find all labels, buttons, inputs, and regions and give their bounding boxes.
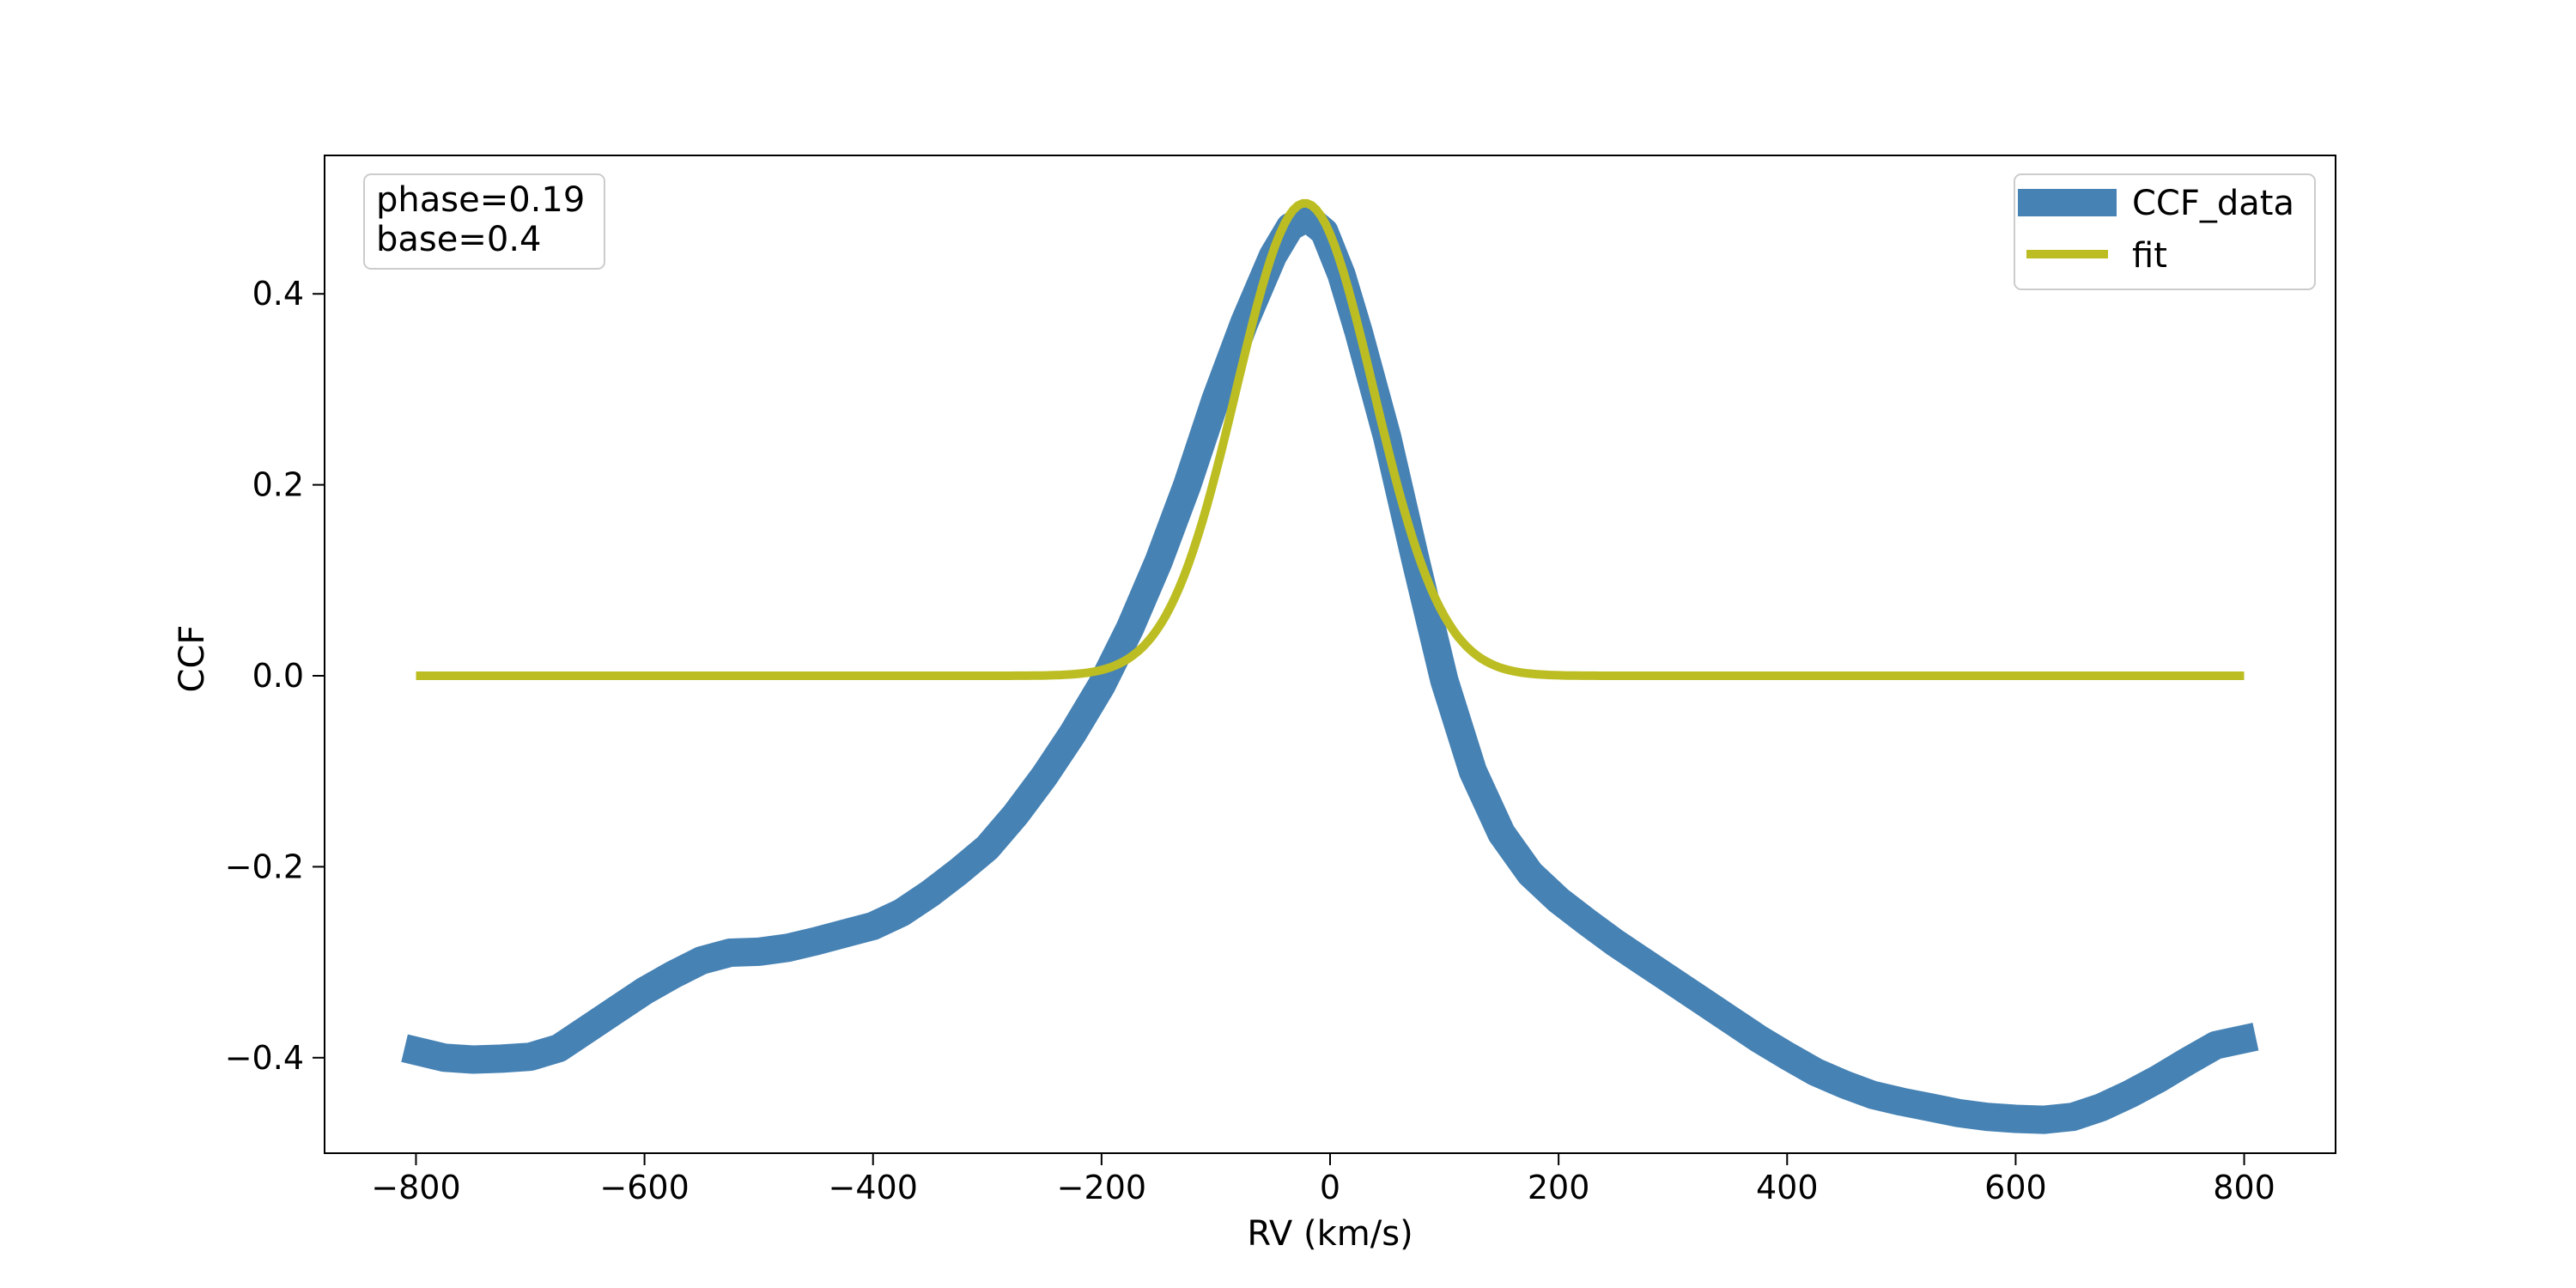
y-tick-label: −0.2 xyxy=(225,848,304,885)
x-tick-label: 800 xyxy=(2213,1169,2275,1206)
x-tick-label: −200 xyxy=(1057,1169,1146,1206)
y-tick-label: 0.0 xyxy=(252,657,304,695)
legend-label-ccf-data: CCF_data xyxy=(2132,184,2294,223)
y-tick-label: −0.4 xyxy=(225,1039,304,1077)
y-tick-label: 0.4 xyxy=(252,275,304,313)
x-axis-ticks: −800 −600 −400 −200 0 200 400 600 800 xyxy=(371,1153,2275,1206)
annotation-base-text: base=0.4 xyxy=(376,220,541,259)
x-tick-label: 400 xyxy=(1756,1169,1819,1206)
annotation-phase-text: phase=0.19 xyxy=(376,180,585,220)
y-axis-label: CCF xyxy=(173,625,212,693)
legend-label-fit: fit xyxy=(2132,236,2167,276)
x-tick-label: −400 xyxy=(829,1169,918,1206)
y-tick-label: 0.2 xyxy=(252,466,304,504)
series-ccf-data-line xyxy=(401,203,2259,1134)
series-fit-line xyxy=(416,198,2245,680)
legend-swatch-ccf-data xyxy=(2018,189,2117,216)
x-tick-label: −800 xyxy=(371,1169,460,1206)
x-tick-label: 600 xyxy=(1984,1169,2047,1206)
x-tick-label: −600 xyxy=(599,1169,689,1206)
plot-series xyxy=(401,198,2259,1134)
annotation-box: phase=0.19 base=0.4 xyxy=(363,173,605,270)
annotation-frame xyxy=(363,173,605,270)
x-tick-label: 200 xyxy=(1528,1169,1590,1206)
x-tick-label: 0 xyxy=(1320,1169,1340,1206)
x-axis-label: RV (km/s) xyxy=(1247,1214,1413,1254)
y-axis-ticks: −0.4 −0.2 0.0 0.2 0.4 xyxy=(225,275,325,1077)
legend: CCF_data fit xyxy=(2014,173,2316,290)
